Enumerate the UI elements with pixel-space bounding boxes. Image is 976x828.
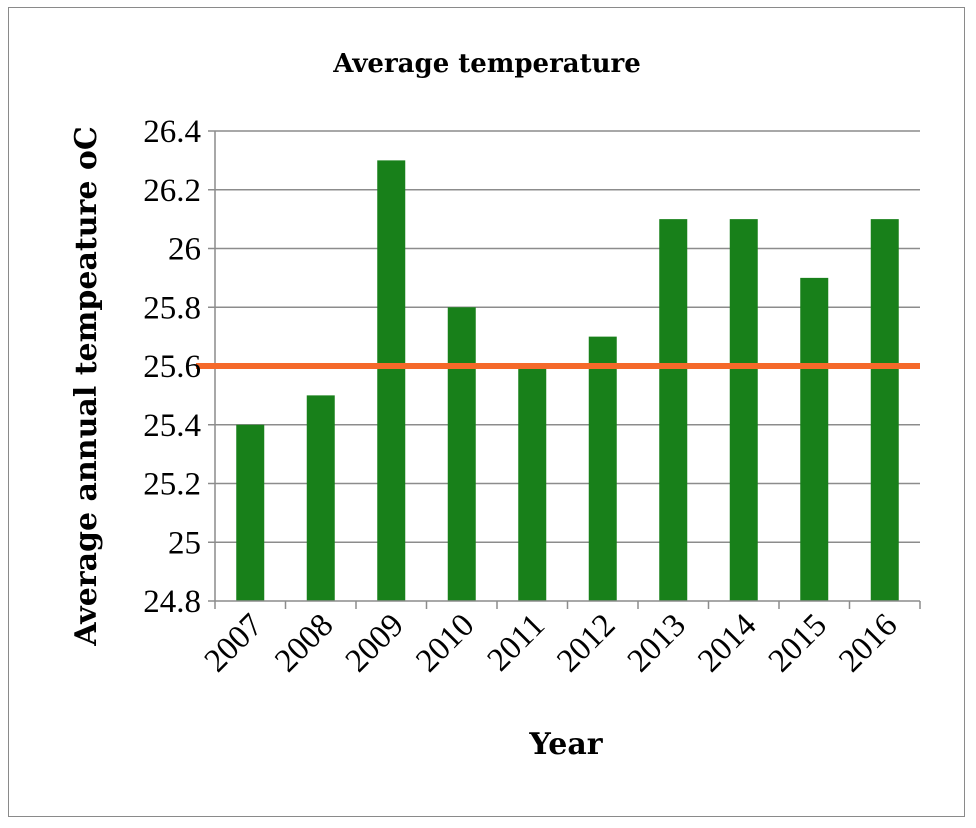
y-tick-label: 26.2 xyxy=(143,173,201,209)
bars xyxy=(236,160,899,601)
x-tick-label-2011: 2011 xyxy=(481,607,552,678)
y-tick-label: 24.8 xyxy=(143,584,201,620)
x-tick-label-2014: 2014 xyxy=(691,607,763,679)
y-tick-label: 25.4 xyxy=(143,408,201,444)
y-axis-title: Average annual tempeature oC xyxy=(69,126,104,647)
x-tick-label-2008: 2008 xyxy=(268,607,340,679)
x-tick-label-2010: 2010 xyxy=(409,607,481,679)
y-tick-label: 26.4 xyxy=(143,114,201,150)
y-tick-label: 25.8 xyxy=(143,290,201,326)
x-axis-title: Year xyxy=(528,727,603,762)
bar-2010 xyxy=(447,307,476,601)
chart-title: Average temperature xyxy=(332,49,641,79)
x-tick-label-2009: 2009 xyxy=(339,607,411,679)
x-tick-label-2012: 2012 xyxy=(550,607,622,679)
bar-2009 xyxy=(377,160,406,601)
bar-2016 xyxy=(870,219,899,601)
bar-2007 xyxy=(236,424,265,601)
bar-2014 xyxy=(729,219,758,601)
bar-2015 xyxy=(800,277,829,601)
bar-2012 xyxy=(588,336,617,601)
bar-2011 xyxy=(518,366,547,601)
y-tick-label: 26 xyxy=(168,232,201,268)
y-tick-label: 25 xyxy=(168,525,201,561)
x-tick-label-2007: 2007 xyxy=(198,607,270,679)
y-tick-labels: 24.8 25 25.2 25.4 25.6 25.8 26 26.2 26.4 xyxy=(143,114,201,620)
bar-2008 xyxy=(306,395,335,601)
x-tick-label-2016: 2016 xyxy=(832,607,904,679)
y-tick-label: 25.2 xyxy=(143,467,201,503)
x-tick-label-2015: 2015 xyxy=(762,607,834,679)
bar-2013 xyxy=(659,219,688,601)
y-tick-label: 25.6 xyxy=(143,349,201,385)
x-tick-label-2013: 2013 xyxy=(621,607,693,679)
